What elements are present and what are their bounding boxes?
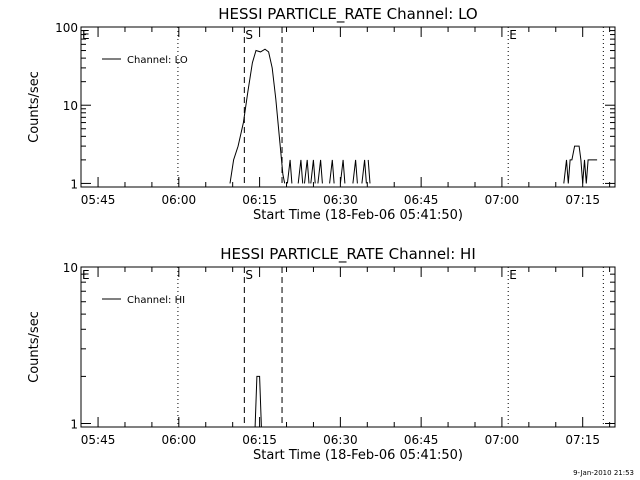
x-tick-label: 06:00 xyxy=(162,433,197,447)
x-tick-label: 06:15 xyxy=(242,433,277,447)
event-marker-label: E xyxy=(509,28,517,42)
x-axis-label: Start Time (18-Feb-06 05:41:50) xyxy=(253,448,463,463)
event-marker-label: S xyxy=(245,268,253,282)
event-marker-label: E xyxy=(82,268,90,282)
series-line xyxy=(304,159,310,184)
series-line xyxy=(352,159,358,184)
series-line xyxy=(317,159,323,184)
plot-frame xyxy=(80,266,616,428)
x-tick-label: 06:00 xyxy=(162,193,197,207)
chart-title: HESSI PARTICLE_RATE Channel: LO xyxy=(218,5,477,24)
x-tick-label: 06:30 xyxy=(323,433,358,447)
x-tick-label: 06:15 xyxy=(242,193,277,207)
legend-label: Channel: HI xyxy=(127,295,185,306)
x-tick-label: 07:00 xyxy=(485,193,520,207)
y-tick-label: 100 xyxy=(55,21,78,35)
x-tick-label: 07:15 xyxy=(565,433,600,447)
y-tick-label: 1 xyxy=(70,418,78,432)
series-line xyxy=(367,159,371,184)
x-tick-label: 05:45 xyxy=(81,433,116,447)
x-tick-label: 07:00 xyxy=(485,433,520,447)
y-tick-label: 1 xyxy=(70,177,78,191)
series-line xyxy=(310,159,316,184)
x-tick-label: 07:15 xyxy=(565,193,600,207)
chart-title: HESSI PARTICLE_RATE Channel: HI xyxy=(220,245,476,264)
x-tick-label: 06:45 xyxy=(404,193,439,207)
series-line xyxy=(286,159,293,184)
y-tick-label: 10 xyxy=(63,99,78,113)
panel-lo xyxy=(80,26,616,188)
event-marker-label: S xyxy=(245,28,253,42)
x-tick-label: 06:45 xyxy=(404,433,439,447)
plot-frame xyxy=(80,26,616,188)
legend-label: Channel: LO xyxy=(127,55,188,66)
y-axis-label: Counts/sec xyxy=(27,311,42,383)
series-line xyxy=(329,159,335,184)
series-line xyxy=(229,48,286,184)
plot-timestamp: 9-Jan-2010 21:53 xyxy=(573,469,634,477)
event-marker-label: E xyxy=(82,28,90,42)
series-line xyxy=(297,159,304,184)
x-tick-label: 05:45 xyxy=(81,193,116,207)
y-axis-label: Counts/sec xyxy=(27,71,42,143)
panel-hi xyxy=(80,266,616,428)
series-line xyxy=(339,159,346,184)
series-line xyxy=(361,159,367,184)
series-line xyxy=(563,145,598,184)
x-axis-label: Start Time (18-Feb-06 05:41:50) xyxy=(253,208,463,223)
event-marker-label: E xyxy=(509,268,517,282)
y-tick-label: 10 xyxy=(63,261,78,275)
x-tick-label: 06:30 xyxy=(323,193,358,207)
series-line xyxy=(254,375,262,428)
